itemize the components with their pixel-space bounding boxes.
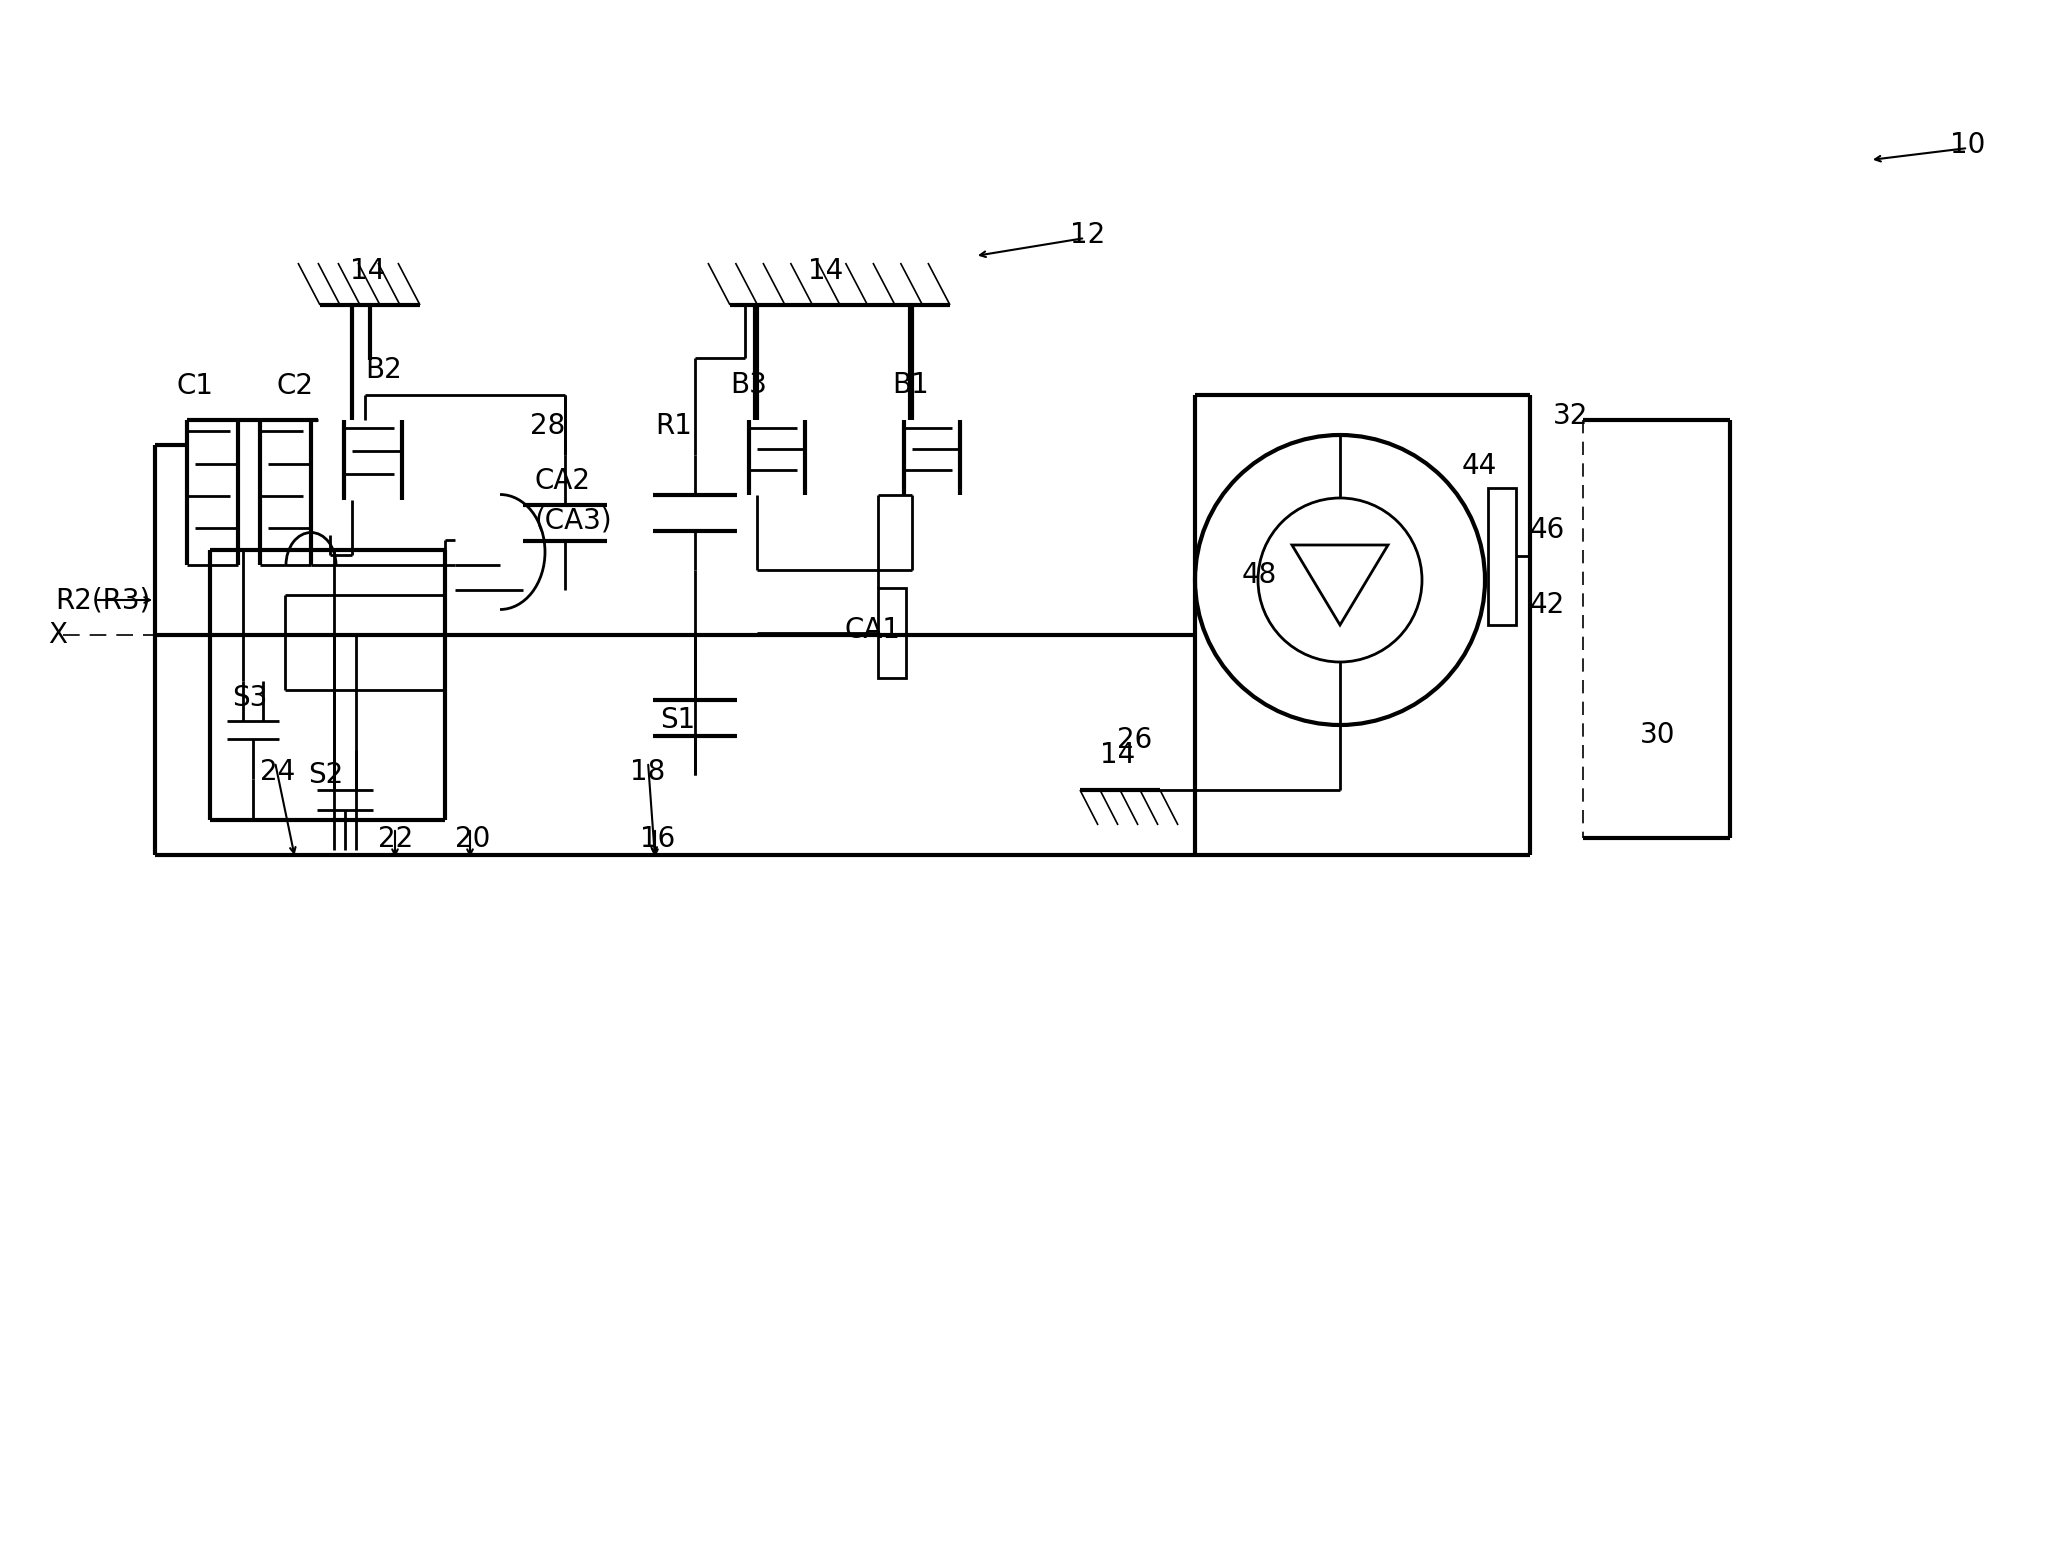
Text: C1: C1 <box>176 372 213 399</box>
Text: 16: 16 <box>640 825 676 853</box>
Text: 48: 48 <box>1242 561 1277 589</box>
Text: 10: 10 <box>1950 131 1985 159</box>
Text: X: X <box>48 621 68 649</box>
Text: 44: 44 <box>1463 452 1498 480</box>
Text: 20: 20 <box>455 825 490 853</box>
Text: 32: 32 <box>1554 402 1589 430</box>
Text: 12: 12 <box>1070 221 1105 248</box>
Text: 28: 28 <box>531 412 566 439</box>
Bar <box>878 588 907 678</box>
Text: 14: 14 <box>1099 742 1134 769</box>
Text: 42: 42 <box>1531 591 1566 618</box>
Text: 30: 30 <box>1640 722 1676 749</box>
Text: 26: 26 <box>1118 726 1153 754</box>
Text: C2: C2 <box>277 372 314 399</box>
Text: 22: 22 <box>378 825 413 853</box>
Text: S2: S2 <box>308 762 343 790</box>
Text: CA1: CA1 <box>845 615 901 645</box>
Text: B1: B1 <box>893 372 930 399</box>
Text: S1: S1 <box>659 706 696 734</box>
Text: 46: 46 <box>1531 517 1566 544</box>
Text: 24: 24 <box>260 759 295 786</box>
Text: B3: B3 <box>729 372 766 399</box>
Text: R2(R3): R2(R3) <box>56 586 151 614</box>
Text: 18: 18 <box>630 759 665 786</box>
Text: CA2: CA2 <box>535 467 591 495</box>
Text: 14: 14 <box>349 258 384 285</box>
Bar <box>1488 487 1516 625</box>
Text: R1: R1 <box>655 412 692 439</box>
Text: (CA3): (CA3) <box>535 507 614 535</box>
Text: S3: S3 <box>231 685 267 712</box>
Text: B2: B2 <box>366 356 401 384</box>
Text: 14: 14 <box>808 258 843 285</box>
